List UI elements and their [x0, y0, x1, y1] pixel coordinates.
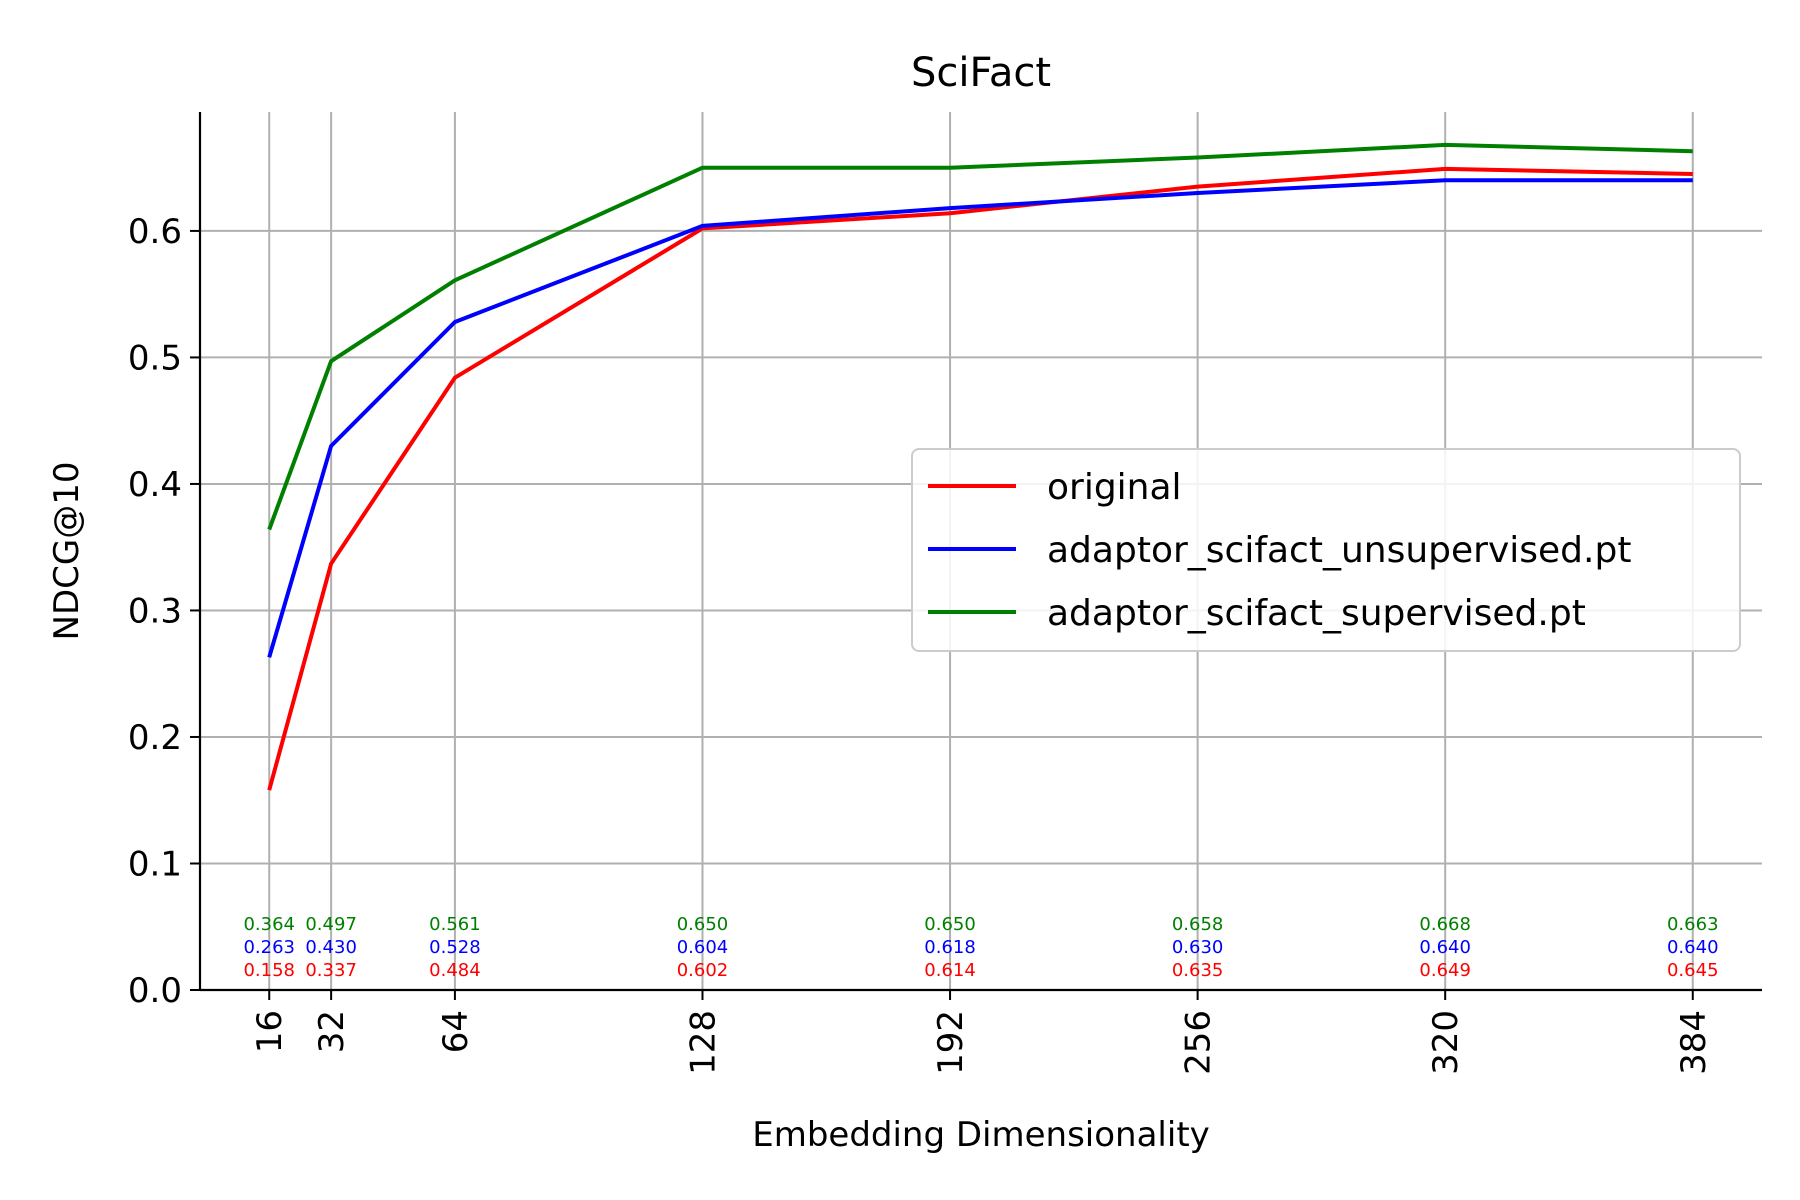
data-label: 0.649: [1419, 960, 1471, 981]
data-label: 0.645: [1667, 960, 1719, 981]
data-label: 0.635: [1172, 960, 1224, 981]
x-axis-label: Embedding Dimensionality: [752, 1115, 1210, 1155]
y-tick-label: 0.6: [128, 212, 182, 252]
x-tick-label: 384: [1674, 1010, 1714, 1075]
data-label: 0.484: [429, 960, 481, 981]
data-label: 0.618: [924, 937, 976, 958]
data-label: 0.430: [305, 937, 357, 958]
data-labels: 0.158 0.337 0.484 0.602 0.614 0.635 0.649 0.645…: [243, 914, 1718, 981]
x-tick-label: 32: [312, 1010, 352, 1053]
x-tick-label: 192: [931, 1010, 971, 1075]
data-label: 0.640: [1419, 937, 1471, 958]
data-label: 0.364: [243, 914, 295, 935]
data-label: 0.650: [677, 914, 729, 935]
tick-layer: 16 32 64 128 192 256 320 384 0.0 0.1 0.2 0.3 0.4 0.5 0…: [128, 212, 1714, 1075]
data-label: 0.602: [677, 960, 729, 981]
series-line-2: [267, 142, 1693, 531]
x-tick-label: 256: [1179, 1010, 1219, 1075]
data-label: 0.658: [1172, 914, 1224, 935]
x-tick-label: 16: [250, 1010, 290, 1053]
series-line-0: [267, 166, 1693, 791]
y-axis-label: NDCG@10: [47, 462, 87, 641]
y-tick-label: 0.4: [128, 465, 182, 505]
x-tick-label: 128: [683, 1010, 723, 1075]
legend-label-0: original: [1047, 467, 1182, 508]
chart-title: SciFact: [911, 50, 1051, 96]
series-layer: [267, 142, 1693, 791]
data-label: 0.630: [1172, 937, 1224, 958]
data-label: 0.614: [924, 960, 976, 981]
data-label: 0.663: [1667, 914, 1719, 935]
axes-spines: [198, 112, 1762, 992]
y-tick-label: 0.5: [128, 338, 182, 378]
y-tick-label: 0.3: [128, 591, 182, 631]
series-line-1: [267, 178, 1693, 658]
y-tick-label: 0.1: [128, 844, 182, 884]
y-tick-label: 0.2: [128, 718, 182, 758]
data-label: 0.337: [305, 960, 357, 981]
data-label: 0.604: [677, 937, 729, 958]
data-label: 0.650: [924, 914, 976, 935]
data-label: 0.561: [429, 914, 481, 935]
data-label: 0.497: [305, 914, 357, 935]
x-tick-label: 320: [1426, 1010, 1466, 1075]
legend-frame: [911, 448, 1741, 652]
data-label: 0.640: [1667, 937, 1719, 958]
data-label: 0.263: [243, 937, 295, 958]
legend: original adaptor_scifact_unsupervised.pta…: [911, 448, 1741, 652]
x-tick-label: 64: [436, 1010, 476, 1053]
y-tick-label: 0.0: [128, 971, 182, 1011]
data-label: 0.158: [243, 960, 295, 981]
legend-label-2: adaptor_scifact_supervised.pt: [1047, 593, 1586, 634]
data-label: 0.528: [429, 937, 481, 958]
data-label: 0.668: [1419, 914, 1471, 935]
legend-label-1: adaptor_scifact_unsupervised.pt: [1047, 530, 1631, 571]
